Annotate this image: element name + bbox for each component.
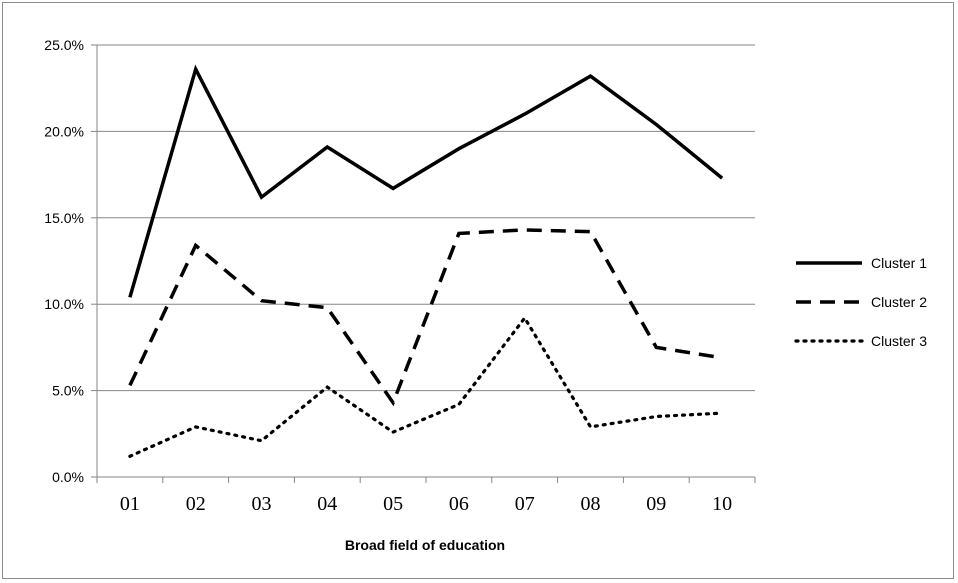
x-tick-label: 10 (712, 493, 732, 515)
y-tick-label: 20.0% (44, 123, 84, 139)
x-axis-label: Broad field of education (345, 537, 505, 553)
y-tick-label: 15.0% (44, 210, 84, 226)
x-tick-label: 02 (186, 493, 206, 515)
legend-label: Cluster 2 (871, 294, 927, 310)
x-tick-label: 01 (120, 493, 140, 515)
legend-label: Cluster 1 (871, 255, 927, 271)
gridlines (97, 44, 755, 392)
x-tick-label: 05 (383, 493, 403, 515)
y-tick-labels: 0.0% 5.0% 10.0% 15.0% 20.0% 25.0% (44, 37, 84, 485)
y-tick-label: 25.0% (44, 37, 84, 53)
x-tick-labels: 01 02 03 04 05 06 07 08 09 10 (120, 493, 732, 515)
series-line-cluster-2 (128, 228, 723, 407)
series-lines (128, 64, 724, 458)
series-line-cluster-3 (128, 315, 724, 458)
x-tick-label: 07 (515, 493, 535, 515)
legend: Cluster 1 Cluster 2 Cluster 3 (794, 255, 927, 349)
y-tick-label: 0.0% (52, 469, 84, 485)
x-tick-label: 08 (581, 493, 601, 515)
y-tick-label: 10.0% (44, 296, 84, 312)
legend-label: Cluster 3 (871, 333, 927, 349)
x-tick-label: 04 (317, 493, 337, 515)
y-tick-label: 5.0% (52, 383, 84, 399)
x-tick-label: 03 (252, 493, 272, 515)
x-tick-label: 09 (646, 493, 666, 515)
x-tick-label: 06 (449, 493, 469, 515)
axes (91, 44, 756, 483)
series-line-cluster-1 (128, 64, 724, 298)
